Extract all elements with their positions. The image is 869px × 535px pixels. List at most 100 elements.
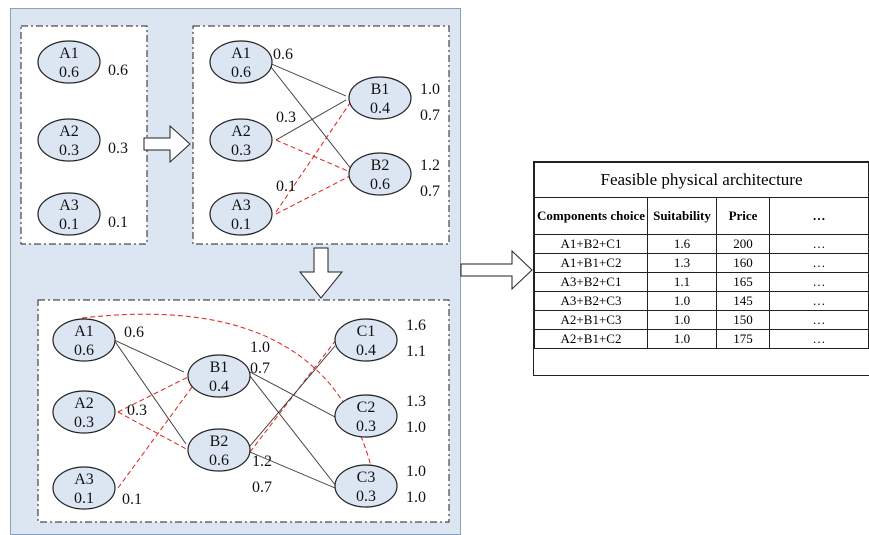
node-name: C3 — [357, 469, 376, 486]
node-ellipse — [209, 118, 273, 162]
stage2-edges — [266, 61, 353, 215]
stage3-node-b2: B20.6 — [187, 428, 251, 472]
side-label: 0.3 — [276, 109, 296, 126]
side-label: 0.6 — [108, 62, 128, 79]
side-label-1: 1.6 — [406, 317, 426, 334]
cell-more: … — [769, 291, 869, 311]
node-value: 0.1 — [231, 216, 251, 233]
side-label-2: 1.0 — [406, 489, 426, 506]
side-label-1: 1.0 — [406, 463, 426, 480]
side-label: 0.6 — [273, 46, 293, 63]
table-row: A1+B2+C1 1.6 200… — [534, 234, 869, 254]
node-value: 0.1 — [59, 216, 79, 233]
table-row: A3+B2+C1 1.1 165… — [534, 272, 869, 292]
side-label-2: 1.1 — [406, 343, 426, 360]
cell-components: A2+B1+C3 — [534, 310, 648, 330]
cell-more: … — [769, 310, 869, 330]
stage3-node-a2: A20.3 — [52, 390, 116, 434]
node-ellipse — [52, 466, 116, 510]
side-label-2: 0.7 — [420, 107, 440, 124]
node-name: B1 — [371, 81, 390, 98]
node-ellipse — [334, 394, 398, 438]
table-body: A1+B2+C1 1.6 200… A1+B1+C2 1.3 160… A3+B2+C1 1.… — [534, 234, 869, 349]
stage1-node-a3: A30.1 — [37, 192, 101, 236]
stage2-node-a3: A30.1 — [209, 192, 273, 236]
stage2-nodes: A10.60.6A20.30.3A30.10.1B10.41.00.7B20.6… — [209, 40, 440, 236]
cell-price: 145 — [716, 291, 770, 311]
node-ellipse — [37, 40, 101, 84]
table-row: A1+B1+C2 1.3 160… — [534, 253, 869, 273]
node-ellipse — [52, 390, 116, 434]
header-price: Price — [716, 197, 770, 235]
side-label-2: 0.7 — [420, 183, 440, 200]
stage3-node-c1: C10.4 — [334, 318, 398, 362]
node-name: A3 — [231, 197, 251, 214]
node-value: 0.6 — [59, 64, 79, 81]
arrow-right-1 — [143, 124, 191, 164]
side-label: 0.1 — [122, 491, 142, 508]
side-label-2: 0.7 — [250, 360, 270, 377]
cell-price: 200 — [716, 234, 770, 254]
node-value: 0.3 — [231, 142, 251, 159]
side-label: 0.6 — [124, 324, 144, 341]
stage2-node-b1: B10.4 — [348, 76, 412, 120]
node-name: A1 — [231, 45, 251, 62]
node-value: 0.6 — [231, 64, 251, 81]
node-name: A2 — [231, 123, 251, 140]
node-value: 0.4 — [370, 100, 390, 117]
node-value: 0.3 — [356, 488, 376, 505]
cell-more: … — [769, 234, 869, 254]
cell-components: A2+B1+C2 — [534, 329, 648, 349]
cell-price: 150 — [716, 310, 770, 330]
cell-suitability: 1.0 — [647, 329, 717, 349]
cell-more: … — [769, 329, 869, 349]
side-label-2: 0.7 — [252, 479, 272, 496]
cell-more: … — [769, 272, 869, 292]
node-ellipse — [37, 192, 101, 236]
stage3-node-c2: C20.3 — [334, 394, 398, 438]
stage3-node-a3: A30.1 — [52, 466, 116, 510]
stage1-node-a1: A10.6 — [37, 40, 101, 84]
node-ellipse — [37, 118, 101, 162]
node-name: A1 — [74, 323, 94, 340]
node-ellipse — [187, 428, 251, 472]
node-value: 0.1 — [74, 490, 94, 507]
stage2-node-a1: A10.6 — [209, 40, 273, 84]
stage1-node-a2: A20.3 — [37, 118, 101, 162]
header-suitability: Suitability — [647, 197, 717, 235]
cell-components: A1+B1+C2 — [534, 253, 648, 273]
stage2-node-a2: A20.3 — [209, 118, 273, 162]
cell-suitability: 1.0 — [647, 310, 717, 330]
table-row: A2+B1+C2 1.0 175… — [534, 329, 869, 349]
cell-components: A3+B2+C3 — [534, 291, 648, 311]
side-label-1: 1.2 — [420, 157, 440, 174]
node-value: 0.3 — [59, 142, 79, 159]
node-name: B1 — [210, 359, 229, 376]
node-value: 0.3 — [356, 418, 376, 435]
stage2-node-b2: B20.6 — [348, 152, 412, 196]
cell-price: 175 — [716, 329, 770, 349]
node-name: A1 — [59, 45, 79, 62]
node-ellipse — [348, 152, 412, 196]
side-label-1: 1.2 — [252, 453, 272, 470]
node-name: A3 — [59, 197, 79, 214]
arrow-right-2 — [460, 249, 533, 291]
node-ellipse — [209, 40, 273, 84]
node-value: 0.6 — [74, 342, 94, 359]
node-value: 0.6 — [209, 452, 229, 469]
node-ellipse — [187, 354, 251, 398]
node-ellipse — [52, 318, 116, 362]
table-row: A2+B1+C3 1.0 150… — [534, 310, 869, 330]
cell-components: A1+B2+C1 — [534, 234, 648, 254]
cell-suitability: 1.6 — [647, 234, 717, 254]
side-label-1: 1.3 — [406, 393, 426, 410]
stage3-node-b1: B10.4 — [187, 354, 251, 398]
node-value: 0.3 — [74, 414, 94, 431]
node-ellipse — [209, 192, 273, 236]
node-name: C2 — [357, 399, 376, 416]
side-label-2: 1.0 — [406, 419, 426, 436]
arrow-down — [298, 247, 344, 299]
header-more: … — [769, 197, 869, 235]
side-label-1: 1.0 — [420, 81, 440, 98]
